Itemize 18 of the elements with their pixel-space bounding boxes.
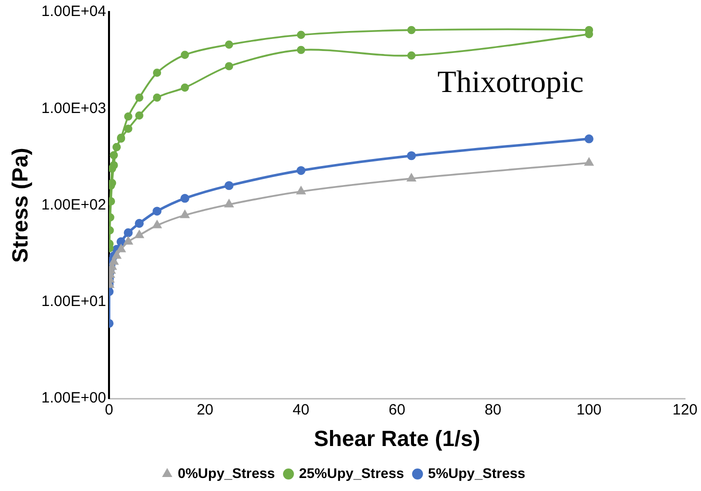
legend-label: 25%Upy_Stress <box>298 464 404 481</box>
legend-label: 5%Upy_Stress <box>428 464 526 481</box>
y-tick-label: 1.00E+04 <box>41 3 106 20</box>
x-tick-label: 80 <box>484 402 502 419</box>
annotation: Thixotropic <box>437 64 584 99</box>
x-tick-label: 20 <box>196 402 214 419</box>
x-tick-label: 60 <box>388 402 406 419</box>
x-axis-title: Shear Rate (1/s) <box>314 426 480 451</box>
y-tick-label: 1.00E+03 <box>41 100 106 117</box>
y-axis-title: Stress (Pa) <box>7 148 32 263</box>
x-tick-label: 40 <box>292 402 310 419</box>
x-tick-label: 0 <box>104 402 114 419</box>
x-tick-label: 100 <box>576 402 602 419</box>
legend-label: 0%Upy_Stress <box>178 464 276 481</box>
y-tick-label: 1.00E+00 <box>41 390 106 407</box>
y-tick-label: 1.00E+02 <box>41 196 106 214</box>
y-tick-label: 1.00E+01 <box>41 293 106 310</box>
x-tick-label: 120 <box>672 402 698 419</box>
